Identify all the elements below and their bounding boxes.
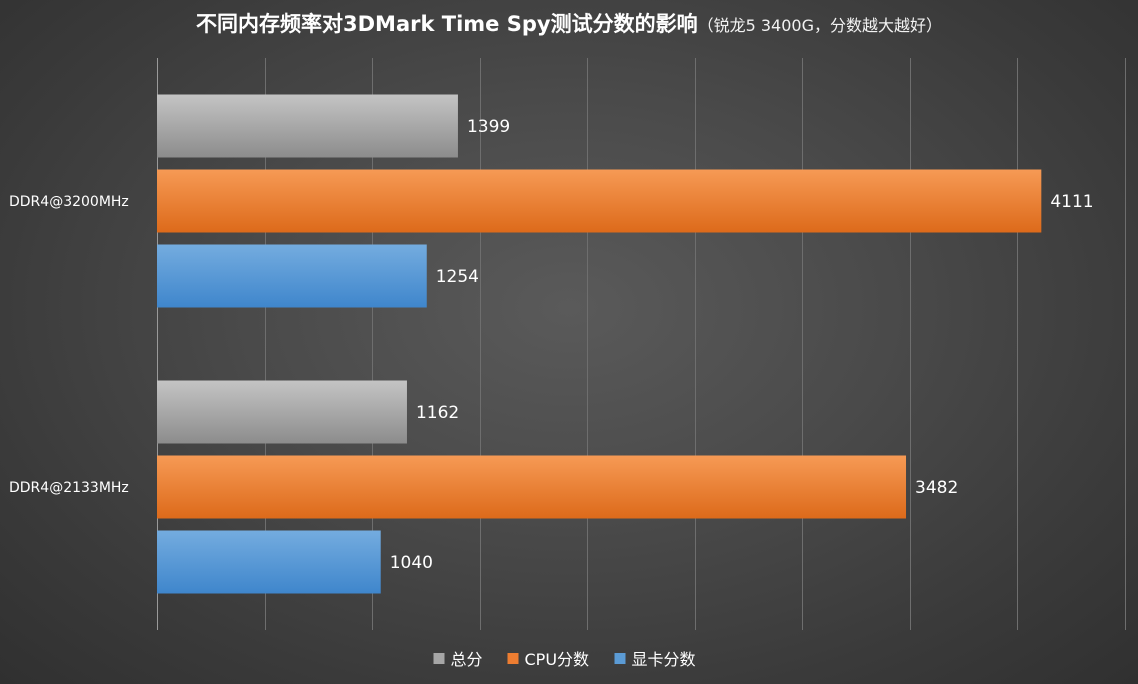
data-label-0-2: 1254 xyxy=(436,267,479,287)
chart-subtitle: （锐龙5 3400G，分数越大越好） xyxy=(697,16,942,35)
chart-title: 不同内存频率对3DMark Time Spy测试分数的影响（锐龙5 3400G，… xyxy=(0,8,1138,38)
category-labels: DDR4@3200MHz DDR4@2133MHz xyxy=(9,194,129,496)
bar-0-2 xyxy=(157,244,427,308)
legend-swatch-1 xyxy=(507,653,519,664)
legend-label-2: 显卡分数 xyxy=(632,650,696,669)
data-label-1-1: 3482 xyxy=(915,478,958,498)
category-label-1: DDR4@2133MHz xyxy=(9,480,129,496)
data-label-0-0: 1399 xyxy=(467,117,510,137)
legend-swatch-2 xyxy=(614,653,626,664)
bar-0-0 xyxy=(157,94,458,158)
bar-0-1 xyxy=(157,169,1042,233)
legend-label-1: CPU分数 xyxy=(525,650,590,669)
data-label-0-1: 4111 xyxy=(1050,192,1093,212)
legend-label-0: 总分 xyxy=(451,650,483,669)
category-label-0: DDR4@3200MHz xyxy=(9,194,129,210)
data-label-1-2: 1040 xyxy=(390,553,433,573)
bar-1-1 xyxy=(157,455,907,519)
chart-title-main: 不同内存频率对3DMark Time Spy测试分数的影响 xyxy=(196,12,698,36)
bars: 1399 4111 1254 1162 3482 1040 xyxy=(157,94,1094,594)
legend-swatch-0 xyxy=(433,653,445,664)
bar-1-0 xyxy=(157,380,407,444)
bar-1-2 xyxy=(157,530,381,594)
data-label-1-0: 1162 xyxy=(416,403,459,423)
legend: 总分 CPU分数 显卡分数 xyxy=(433,650,696,669)
